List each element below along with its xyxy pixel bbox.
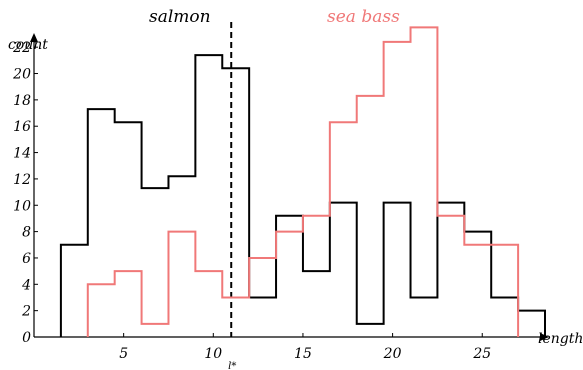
y-axis-arrow: [30, 33, 38, 42]
labels-group: count length salmon sea bass: [8, 7, 583, 347]
salmon-bin-0: [61, 245, 88, 337]
sea-bass-bin-11: [384, 42, 411, 337]
salmon-bin-3: [142, 188, 169, 337]
y-tick-label: 14: [13, 146, 31, 162]
sea-bass-bin-10: [357, 96, 384, 337]
sea-bass-bin-9: [330, 122, 357, 337]
x-tick-label: 20: [383, 346, 402, 362]
y-tick-label: 20: [12, 67, 31, 83]
sea-bass-bin-8: [303, 216, 330, 337]
threshold-group: l*: [228, 22, 236, 370]
y-tick-label: 0: [22, 330, 31, 346]
series-1: [86, 26, 520, 337]
sea-bass-label: sea bass: [327, 7, 400, 27]
sea-bass-bin-1: [115, 271, 142, 337]
sea-bass-bin-5: [222, 297, 249, 337]
x-tick-label: 25: [472, 346, 491, 362]
sea-bass-bin-2: [142, 324, 169, 337]
sea-bass-bin-14: [464, 245, 491, 337]
series-group: [59, 26, 546, 337]
y-tick-label: 4: [21, 277, 31, 293]
y-tick-label: 6: [22, 251, 31, 267]
axes: 5 10 15 20 25 0 2 4 6 8 10 12 14 16 18 20 22: [12, 33, 549, 362]
threshold-label: l*: [228, 361, 236, 370]
x-tick-label: 5: [119, 346, 128, 362]
histogram-outline-1: [86, 26, 520, 337]
y-tick-label: 18: [13, 93, 31, 109]
x-axis-label: length: [538, 331, 583, 347]
x-tick-label: 10: [204, 346, 222, 362]
y-tick-label: 10: [13, 198, 31, 214]
sea-bass-bin-15: [491, 245, 518, 337]
sea-bass-bin-12: [411, 27, 438, 337]
y-tick-label: 22: [12, 40, 31, 56]
sea-bass-bin-0: [88, 284, 115, 337]
x-tick-label: 15: [294, 346, 312, 362]
sea-bass-bin-13: [437, 216, 464, 337]
sea-bass-bin-3: [168, 232, 195, 337]
salmon-label: salmon: [149, 7, 211, 27]
y-tick-label: 2: [21, 304, 31, 320]
y-axis-label: count: [8, 37, 48, 53]
y-tick-label: 16: [13, 119, 31, 135]
sea-bass-bin-7: [276, 232, 303, 337]
sea-bass-bin-4: [195, 271, 222, 337]
y-tick-label: 8: [22, 225, 31, 241]
sea-bass-bin-6: [249, 258, 276, 337]
y-tick-label: 12: [13, 172, 31, 188]
